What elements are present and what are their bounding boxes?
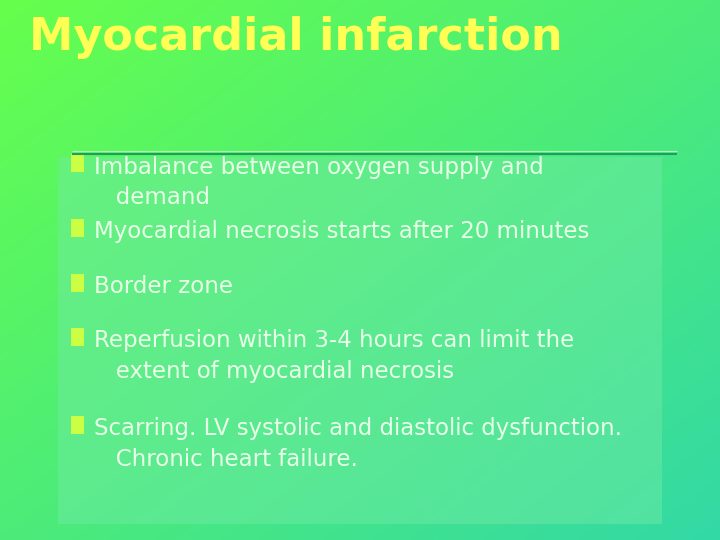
Text: Imbalance between oxygen supply and
   demand: Imbalance between oxygen supply and dema…	[94, 156, 544, 209]
Bar	[71, 154, 84, 172]
Text: Border zone: Border zone	[94, 275, 233, 299]
Bar	[71, 274, 84, 292]
Bar	[71, 328, 84, 346]
Text: Myocardial infarction: Myocardial infarction	[29, 16, 562, 59]
Text: Myocardial necrosis starts after 20 minutes: Myocardial necrosis starts after 20 minu…	[94, 220, 589, 244]
Bar	[71, 219, 84, 237]
Text: Reperfusion within 3-4 hours can limit the
   extent of myocardial necrosis: Reperfusion within 3-4 hours can limit t…	[94, 329, 574, 383]
Bar	[71, 416, 84, 434]
Text: Scarring. LV systolic and diastolic dysfunction.
   Chronic heart failure.: Scarring. LV systolic and diastolic dysf…	[94, 417, 621, 471]
FancyBboxPatch shape	[58, 157, 662, 524]
